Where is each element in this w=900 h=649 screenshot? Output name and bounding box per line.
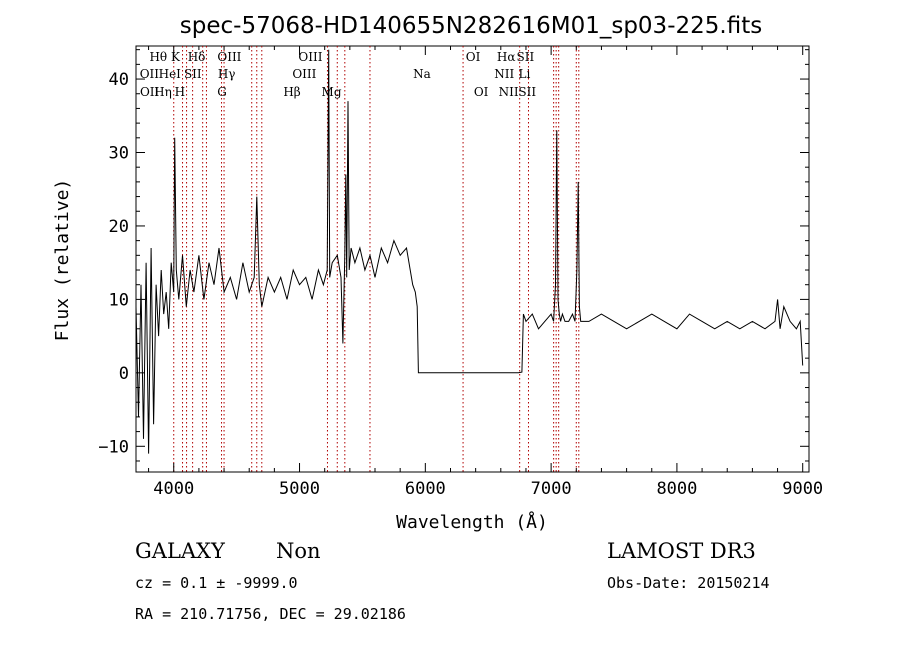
line-label: OIII bbox=[298, 50, 322, 64]
object-class: GALAXY bbox=[135, 539, 226, 563]
info-block: GALAXY Non LAMOST DR3 cz = 0.1 ± -9999.0… bbox=[135, 539, 770, 623]
line-label: SII bbox=[518, 85, 536, 99]
line-label: Li bbox=[518, 67, 530, 81]
line-label: Hθ bbox=[149, 50, 167, 64]
object-subclass: Non bbox=[276, 539, 321, 563]
line-label: OII bbox=[140, 67, 160, 81]
plot-area: OII OII Hθ Hη HeI K H Hδ SII G Hγ OIII Hβ OIII OIII Mg N… bbox=[98, 45, 823, 499]
survey-name: LAMOST DR3 bbox=[607, 539, 756, 563]
line-label: Hα bbox=[497, 50, 516, 64]
y-tick-label: 30 bbox=[109, 144, 129, 164]
x-tick-label: 5000 bbox=[279, 479, 320, 499]
spectrum-line bbox=[135, 49, 804, 454]
line-label: OI bbox=[474, 85, 489, 99]
y-tick-label: 0 bbox=[119, 364, 129, 384]
line-label: K bbox=[171, 50, 181, 64]
y-tick-label: −10 bbox=[98, 437, 129, 457]
line-label: OI bbox=[466, 50, 481, 64]
line-label: Mg bbox=[322, 85, 342, 99]
line-label: SII bbox=[184, 67, 202, 81]
y-tick-label: 20 bbox=[109, 217, 129, 237]
x-axis-ticks: 4000 5000 6000 7000 8000 9000 bbox=[148, 46, 823, 499]
x-tick-label: 9000 bbox=[782, 479, 823, 499]
line-label: SII bbox=[517, 50, 535, 64]
line-label: OIII bbox=[217, 50, 241, 64]
observation-date: Obs-Date: 20150214 bbox=[607, 574, 770, 592]
emission-line-labels: OII OII Hθ Hη HeI K H Hδ SII G Hγ OIII Hβ OIII OIII Mg N… bbox=[140, 50, 537, 99]
x-tick-label: 6000 bbox=[405, 479, 446, 499]
line-label: NII bbox=[499, 85, 519, 99]
x-tick-label: 8000 bbox=[656, 479, 697, 499]
line-label: Hγ bbox=[218, 67, 236, 81]
x-tick-label: 7000 bbox=[531, 479, 572, 499]
emission-line-markers bbox=[173, 46, 580, 472]
line-label: OII bbox=[140, 85, 160, 99]
y-axis-ticks: −10 0 10 20 30 40 bbox=[98, 49, 809, 462]
line-label: Na bbox=[413, 67, 431, 81]
coordinates: RA = 210.71756, DEC = 29.02186 bbox=[135, 605, 406, 623]
line-label: G bbox=[217, 85, 227, 99]
y-tick-label: 40 bbox=[109, 70, 129, 90]
y-axis-label: Flux (relative) bbox=[52, 179, 73, 342]
line-label: Hβ bbox=[283, 85, 300, 99]
line-label: HeI bbox=[159, 67, 182, 81]
redshift-cz: cz = 0.1 ± -9999.0 bbox=[135, 574, 298, 592]
line-label: Hδ bbox=[188, 50, 206, 64]
x-tick-label: 4000 bbox=[153, 479, 194, 499]
line-label: Hη bbox=[154, 85, 172, 99]
plot-frame bbox=[135, 45, 810, 473]
line-label: NII bbox=[494, 67, 514, 81]
x-axis-label: Wavelength (Å) bbox=[396, 511, 548, 533]
line-label: H bbox=[175, 85, 185, 99]
line-label: OIII bbox=[292, 67, 316, 81]
y-tick-label: 10 bbox=[109, 290, 129, 310]
chart-title: spec-57068-HD140655N282616M01_sp03-225.f… bbox=[180, 13, 762, 39]
